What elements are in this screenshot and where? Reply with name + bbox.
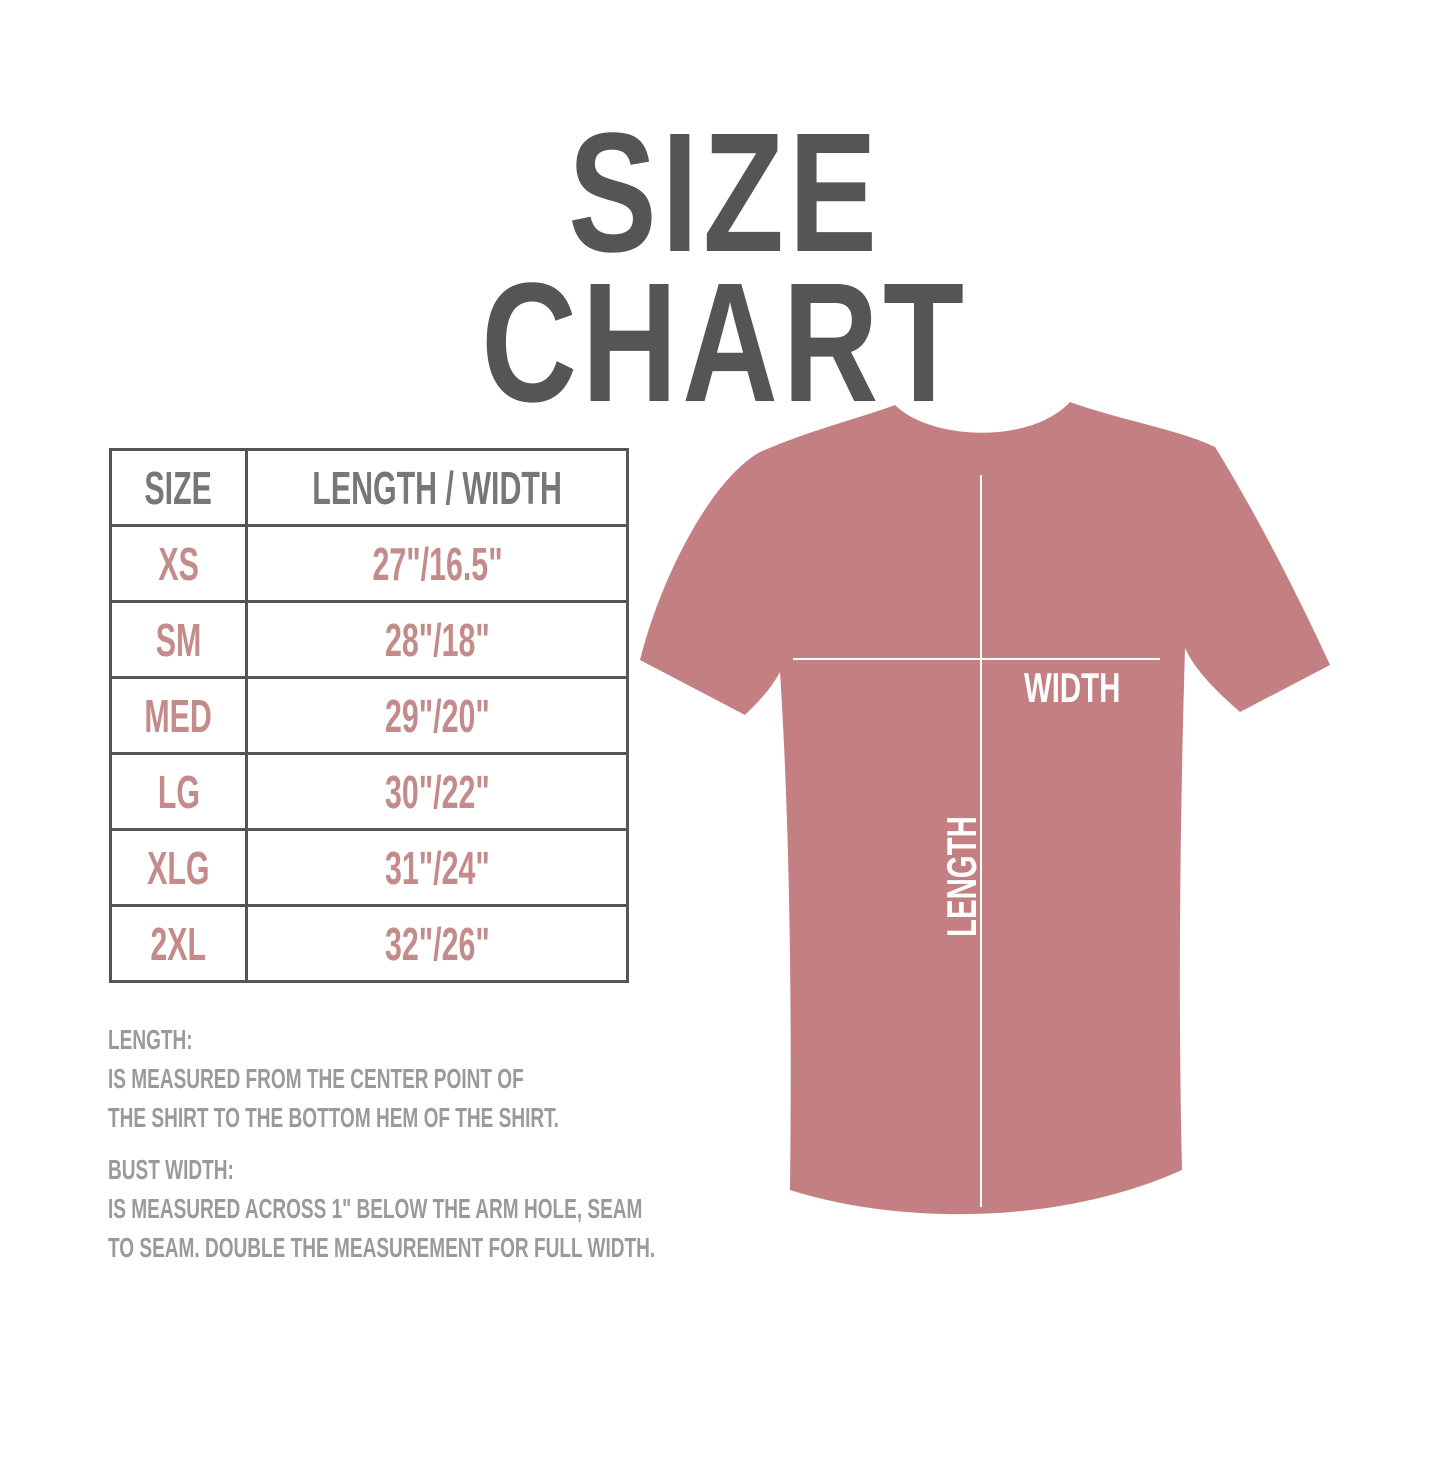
width-label: WIDTH (1024, 664, 1121, 711)
size-table: SIZE LENGTH / WIDTH XS 27"/16.5" SM 28"/18… (109, 448, 630, 983)
table-row: 2XL 32"/26" (109, 904, 630, 983)
size-cell: SM (155, 613, 202, 666)
measure-cell: 31"/24" (384, 841, 490, 894)
tshirt-shape (640, 402, 1330, 1215)
width-note-line: TO SEAM. DOUBLE THE MEASUREMENT FOR FULL… (108, 1232, 656, 1263)
measure-cell: 30"/22" (384, 765, 490, 818)
measure-cell: 28"/18" (384, 613, 490, 666)
header-size: SIZE (109, 448, 248, 527)
table-row: XS 27"/16.5" (109, 524, 630, 603)
length-note-heading: LENGTH: (108, 1024, 193, 1055)
length-note-line: IS MEASURED FROM THE CENTER POINT OF (108, 1063, 524, 1094)
table-row: SM 28"/18" (109, 600, 630, 679)
table-row: LG 30"/22" (109, 752, 630, 831)
size-cell: 2XL (150, 917, 207, 970)
width-note-line: IS MEASURED ACROSS 1" BELOW THE ARM HOLE… (108, 1193, 643, 1224)
measure-cell: 32"/26" (384, 917, 490, 970)
length-note: LENGTH: IS MEASURED FROM THE CENTER POIN… (108, 1020, 771, 1137)
measure-cell: 27"/16.5" (372, 537, 503, 590)
size-cell: XLG (147, 841, 210, 894)
table-row: MED 29"/20" (109, 676, 630, 755)
size-cell: MED (144, 689, 213, 742)
width-note: BUST WIDTH: IS MEASURED ACROSS 1" BELOW … (108, 1150, 913, 1267)
table-row: XLG 31"/24" (109, 828, 630, 907)
header-length-width: LENGTH / WIDTH (244, 448, 630, 527)
measure-cell: 29"/20" (384, 689, 490, 742)
table-header-row: SIZE LENGTH / WIDTH (109, 448, 630, 527)
width-note-heading: BUST WIDTH: (108, 1154, 234, 1185)
size-cell: XS (158, 537, 199, 590)
length-note-line: THE SHIRT TO THE BOTTOM HEM OF THE SHIRT… (108, 1102, 559, 1133)
size-cell: LG (157, 765, 200, 818)
page-title: SIZE CHART (481, 98, 969, 438)
length-label: LENGTH (938, 816, 985, 937)
